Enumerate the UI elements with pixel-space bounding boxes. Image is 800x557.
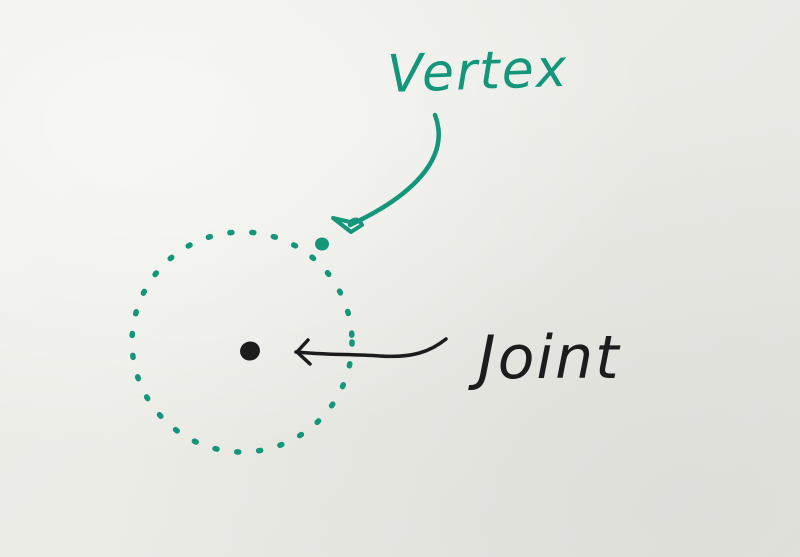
joint-pointer-icon	[294, 337, 448, 359]
vertex-arrowhead-icon	[331, 216, 364, 234]
vertex-arrow-icon	[347, 112, 441, 228]
joint-label: Joint	[468, 323, 621, 393]
vertex-point-icon	[315, 237, 329, 251]
joint-pointer-tip-icon	[295, 338, 312, 366]
joint-point-icon	[240, 341, 260, 361]
dotted-circle	[129, 229, 355, 455]
vertex-label: Vertex	[386, 39, 569, 105]
